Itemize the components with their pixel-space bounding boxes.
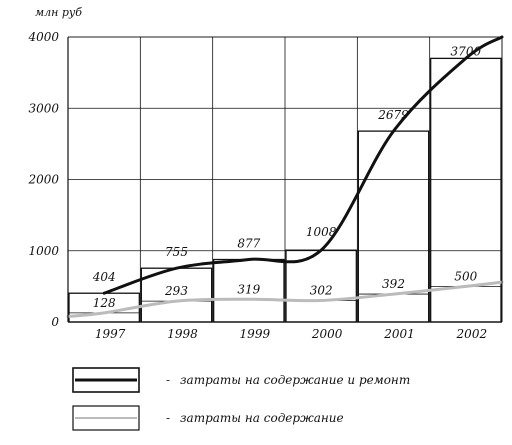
data-label-maintenance: 392 [382, 277, 405, 291]
legend-label-maintenance: затраты на содержание [180, 411, 344, 425]
x-tick-label: 2002 [456, 327, 488, 341]
x-tick-label: 2000 [311, 327, 343, 341]
series-line-maintenance [66, 280, 504, 318]
unit-label: млн руб [35, 6, 82, 19]
data-label-repair: 1008 [306, 225, 337, 239]
x-tick-label: 1997 [95, 327, 126, 341]
x-tick-label: 1999 [240, 327, 271, 341]
data-label-repair: 877 [237, 237, 260, 251]
legend: - затраты на содержание и ремонт - затра… [72, 367, 410, 431]
x-tick-label: 2001 [383, 327, 415, 341]
data-label-maintenance: 319 [237, 282, 260, 296]
series-line-repair [102, 35, 504, 295]
y-tick-label: 1000 [28, 244, 59, 258]
y-tick-label: 3000 [28, 101, 59, 115]
legend-box-repair [72, 367, 140, 393]
data-label-maintenance: 293 [164, 284, 188, 298]
data-label-repair: 404 [92, 270, 116, 284]
y-tick-label: 4000 [27, 30, 59, 44]
axes: 0 1000 2000 3000 4000 1997 1998 1999 2000 2001 200… [27, 30, 503, 341]
grid [68, 36, 503, 322]
labels: 404 128 755 293 877 319 1008 302 2679 392 3700 500 [92, 44, 482, 310]
data-label-repair: 2679 [377, 108, 409, 122]
x-tick-label: 1998 [167, 327, 198, 341]
legend-box-maintenance [72, 405, 140, 431]
legend-dash-repair: - [166, 373, 170, 387]
y-tick-label: 2000 [27, 173, 59, 187]
data-label-maintenance: 128 [93, 296, 116, 310]
legend-dash-maintenance: - [166, 411, 170, 425]
data-label-maintenance: 302 [310, 283, 333, 297]
y-tick-label: 0 [51, 315, 59, 329]
data-label-repair: 3700 [451, 44, 482, 58]
lines [66, 35, 504, 318]
data-label-repair: 755 [165, 245, 188, 259]
data-label-maintenance: 500 [454, 269, 477, 283]
legend-label-repair: затраты на содержание и ремонт [180, 373, 410, 387]
